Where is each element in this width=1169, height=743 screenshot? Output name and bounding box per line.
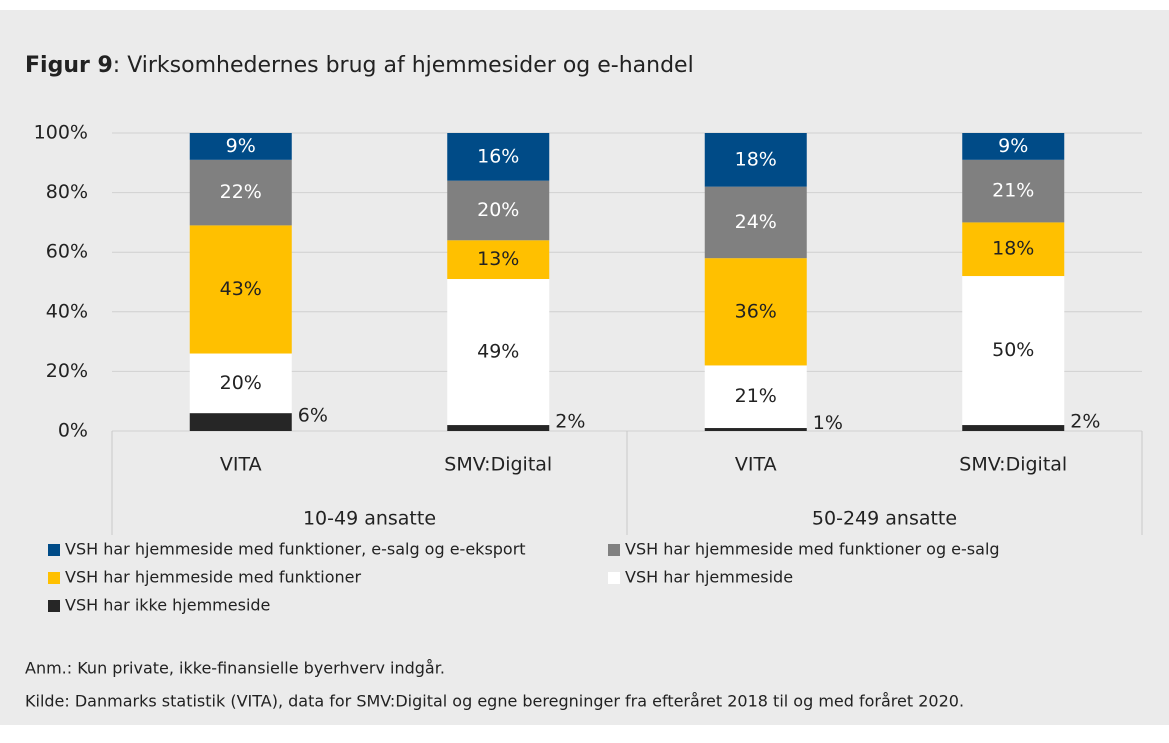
data-label: 1% — [813, 412, 843, 434]
data-label: 2% — [1070, 411, 1100, 433]
data-label: 18% — [992, 238, 1034, 260]
x-tick-label: SMV:Digital — [959, 454, 1067, 476]
data-label: 21% — [992, 180, 1034, 202]
bar-segment — [962, 425, 1065, 431]
legend-label: VSH har ikke hjemmeside — [65, 596, 270, 615]
data-label: 21% — [735, 385, 777, 407]
legend-label: VSH har hjemmeside med funktioner, e-sal… — [65, 540, 526, 559]
bar-segment — [704, 365, 807, 429]
data-label: 36% — [735, 300, 777, 322]
bar-segment — [704, 258, 807, 366]
data-label: 2% — [555, 411, 585, 433]
bar-segment — [189, 413, 292, 431]
data-label: 22% — [220, 181, 262, 203]
bar-segment — [447, 279, 550, 426]
y-tick-label: 0% — [58, 420, 88, 442]
x-tick-label: VITA — [735, 454, 777, 476]
note: Kilde: Danmarks statistik (VITA), data f… — [25, 692, 964, 711]
legend-swatch — [48, 544, 60, 556]
data-label: 18% — [735, 148, 777, 170]
bar-segment — [704, 186, 807, 259]
data-label: 20% — [477, 199, 519, 221]
chart-title: Figur 9: Virksomhedernes brug af hjemmes… — [25, 53, 694, 78]
data-label: 16% — [477, 145, 519, 167]
legend-label: VSH har hjemmeside med funktioner og e-s… — [625, 540, 1000, 559]
x-tick-label: VITA — [220, 454, 262, 476]
bar-segment — [447, 180, 550, 241]
x-tick-label: SMV:Digital — [444, 454, 552, 476]
legend-swatch — [608, 544, 620, 556]
title-text: : Virksomhedernes brug af hjemmesider og… — [113, 53, 694, 78]
data-label: 13% — [477, 248, 519, 270]
bar-segment — [962, 222, 1065, 277]
group-label: 50-249 ansatte — [812, 508, 957, 530]
bar-segment — [189, 159, 292, 226]
data-label: 49% — [477, 341, 519, 363]
data-label: 6% — [298, 405, 328, 427]
data-label: 20% — [220, 372, 262, 394]
bar-segment — [189, 225, 292, 354]
group-label: 10-49 ansatte — [303, 508, 436, 530]
bar-segment — [447, 425, 550, 431]
y-tick-label: 20% — [46, 360, 88, 382]
data-label: 9% — [226, 135, 256, 157]
bar-segment — [447, 133, 550, 181]
data-label: 9% — [998, 135, 1028, 157]
legend-swatch — [608, 572, 620, 584]
bar-segment — [189, 353, 292, 414]
bar-segment — [962, 159, 1065, 223]
y-tick-label: 40% — [46, 300, 88, 322]
y-tick-label: 100% — [34, 122, 88, 144]
y-tick-label: 60% — [46, 241, 88, 263]
bar-segment — [962, 276, 1065, 426]
data-label: 50% — [992, 339, 1034, 361]
bar-segment — [447, 240, 550, 280]
data-label: 24% — [735, 211, 777, 233]
note: Anm.: Kun private, ikke-finansielle byer… — [25, 659, 445, 678]
bar-segment — [704, 133, 807, 187]
legend-swatch — [48, 600, 60, 612]
figure-label: Figur 9 — [25, 53, 113, 78]
data-label: 43% — [220, 278, 262, 300]
legend-swatch — [48, 572, 60, 584]
bar-segment — [962, 133, 1065, 160]
legend-label: VSH har hjemmeside — [625, 568, 793, 587]
bar-segment — [704, 428, 807, 431]
bar-segment — [189, 133, 292, 160]
legend-label: VSH har hjemmeside med funktioner — [65, 568, 361, 587]
y-tick-label: 80% — [46, 181, 88, 203]
